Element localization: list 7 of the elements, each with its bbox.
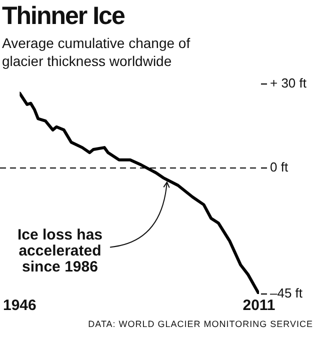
x-tick-label: 1946 <box>2 297 36 314</box>
chart-subtitle: Average cumulative change of glacier thickness worldwide <box>2 34 192 70</box>
text: DATA: WORLD GLACIER MONITORING SERVICE <box>87 318 313 331</box>
y-tick-label: + 30 ft <box>270 76 307 91</box>
y-tick-label: 0 ft <box>270 160 288 175</box>
chart-title: Thinner Ice <box>2 2 126 30</box>
annotation: Ice loss has accelerated since 1986 <box>17 226 103 276</box>
